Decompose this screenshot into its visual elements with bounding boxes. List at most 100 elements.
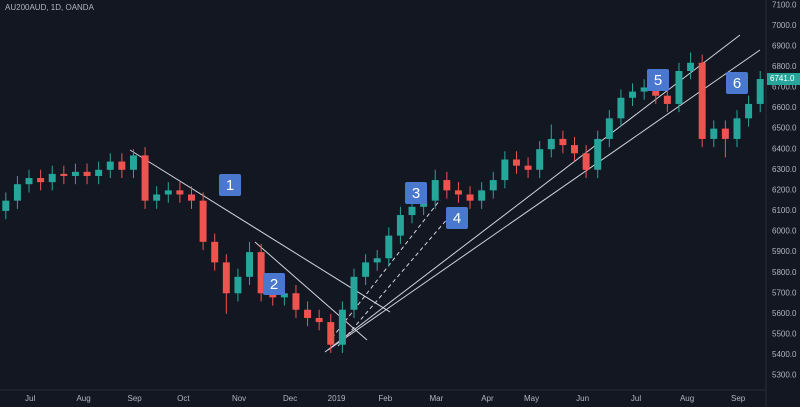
annotation-box (726, 72, 748, 94)
y-tick-label: 6600.0 (772, 103, 797, 112)
candle-body (373, 258, 381, 263)
trend-lines (129, 34, 761, 353)
candle-body (13, 184, 21, 201)
candle-body (571, 145, 578, 154)
candle-body (652, 87, 660, 96)
candle-body (408, 206, 416, 216)
annotation-label: 5 (654, 72, 662, 89)
candle-body (199, 200, 207, 242)
candle-body (153, 194, 161, 201)
candle-body (327, 322, 335, 345)
last-price-label: 6741.0 (770, 74, 795, 83)
x-tick-label: Mar (429, 394, 443, 403)
candle-body (141, 155, 149, 201)
candle-body (466, 194, 474, 201)
x-tick-label: Dec (283, 394, 297, 403)
candle-body (106, 161, 114, 170)
candle-body (164, 190, 172, 195)
candle-body (176, 190, 184, 195)
x-tick-label: Sep (731, 394, 746, 403)
x-tick-label: May (524, 394, 539, 403)
candle-body (222, 262, 230, 294)
candle-body (362, 262, 370, 277)
candle-body (582, 153, 590, 170)
y-tick-label: 6000.0 (772, 227, 797, 236)
x-tick-label: Apr (481, 394, 494, 403)
y-tick-label: 6700.0 (772, 83, 797, 92)
y-tick-label: 5500.0 (772, 330, 797, 339)
annotation-label: 6 (733, 75, 741, 92)
candle-body (95, 169, 103, 176)
candle-body (211, 241, 219, 263)
candle-body (687, 62, 695, 72)
y-tick-label: 6200.0 (772, 185, 797, 194)
candle-body (745, 103, 753, 119)
x-tick-label: Aug (680, 394, 694, 403)
x-tick-label: Jul (631, 394, 641, 403)
candle-body (2, 200, 10, 211)
y-tick-label: 7000.0 (772, 21, 797, 30)
trend-line (327, 49, 761, 351)
candle-body (396, 215, 404, 236)
trend-line (324, 34, 741, 353)
annotation-label: 2 (270, 276, 278, 293)
candle-body (25, 178, 33, 185)
annotation-box (647, 69, 669, 91)
candle-body (60, 173, 68, 176)
candle-body (350, 276, 358, 310)
candle-body (315, 317, 323, 323)
annotation-label: 3 (412, 185, 420, 202)
candle-body (501, 159, 509, 181)
candle-body (37, 178, 45, 183)
trend-line (129, 149, 391, 313)
y-tick-label: 5400.0 (772, 350, 797, 359)
candle-body (269, 293, 277, 298)
y-tick-label: 6400.0 (772, 144, 797, 153)
x-tick-label: Nov (232, 394, 246, 403)
candle-body (257, 252, 265, 294)
candle-body (234, 276, 242, 294)
x-tick-label: Jun (576, 394, 589, 403)
annotation-label: 1 (226, 177, 234, 194)
candle-body (710, 128, 718, 139)
candle-body (594, 138, 602, 170)
trend-line (331, 199, 441, 339)
candle-body (733, 118, 741, 139)
candle-body (188, 194, 195, 201)
candle-body (547, 138, 555, 150)
y-tick-label: 5800.0 (772, 268, 797, 277)
candle-body (536, 149, 544, 170)
x-tick-label: Aug (76, 394, 90, 403)
y-tick-label: 5900.0 (772, 247, 797, 256)
x-tick-label: Sep (128, 394, 143, 403)
candle-body (304, 309, 312, 318)
candle-body (454, 190, 462, 195)
candle-body (385, 235, 393, 259)
candle-body (721, 128, 729, 139)
y-tick-label: 6800.0 (772, 62, 797, 71)
candle-body (292, 293, 300, 310)
y-tick-label: 5600.0 (772, 309, 797, 318)
candle-body (640, 87, 648, 92)
candle-body (663, 95, 671, 104)
candle-body (83, 171, 91, 176)
annotation-box (446, 207, 468, 229)
x-tick-label: Oct (177, 394, 190, 403)
candle-body (756, 79, 764, 104)
annotation-box (219, 174, 241, 196)
x-tick-label: Jul (25, 394, 35, 403)
annotation-label: 4 (453, 210, 461, 227)
annotation-box (405, 182, 427, 204)
y-tick-label: 7100.0 (772, 0, 797, 9)
candle-body (675, 71, 683, 104)
candle-body (478, 190, 486, 201)
candle-body (605, 118, 613, 139)
chart-title: AU200AUD, 1D, OANDA (5, 3, 95, 12)
x-tick-label: Feb (378, 394, 392, 403)
trend-line (337, 209, 456, 347)
candle-body (698, 62, 706, 139)
candle-body (512, 159, 520, 166)
candle-body (443, 180, 451, 191)
candle-body (489, 180, 497, 191)
